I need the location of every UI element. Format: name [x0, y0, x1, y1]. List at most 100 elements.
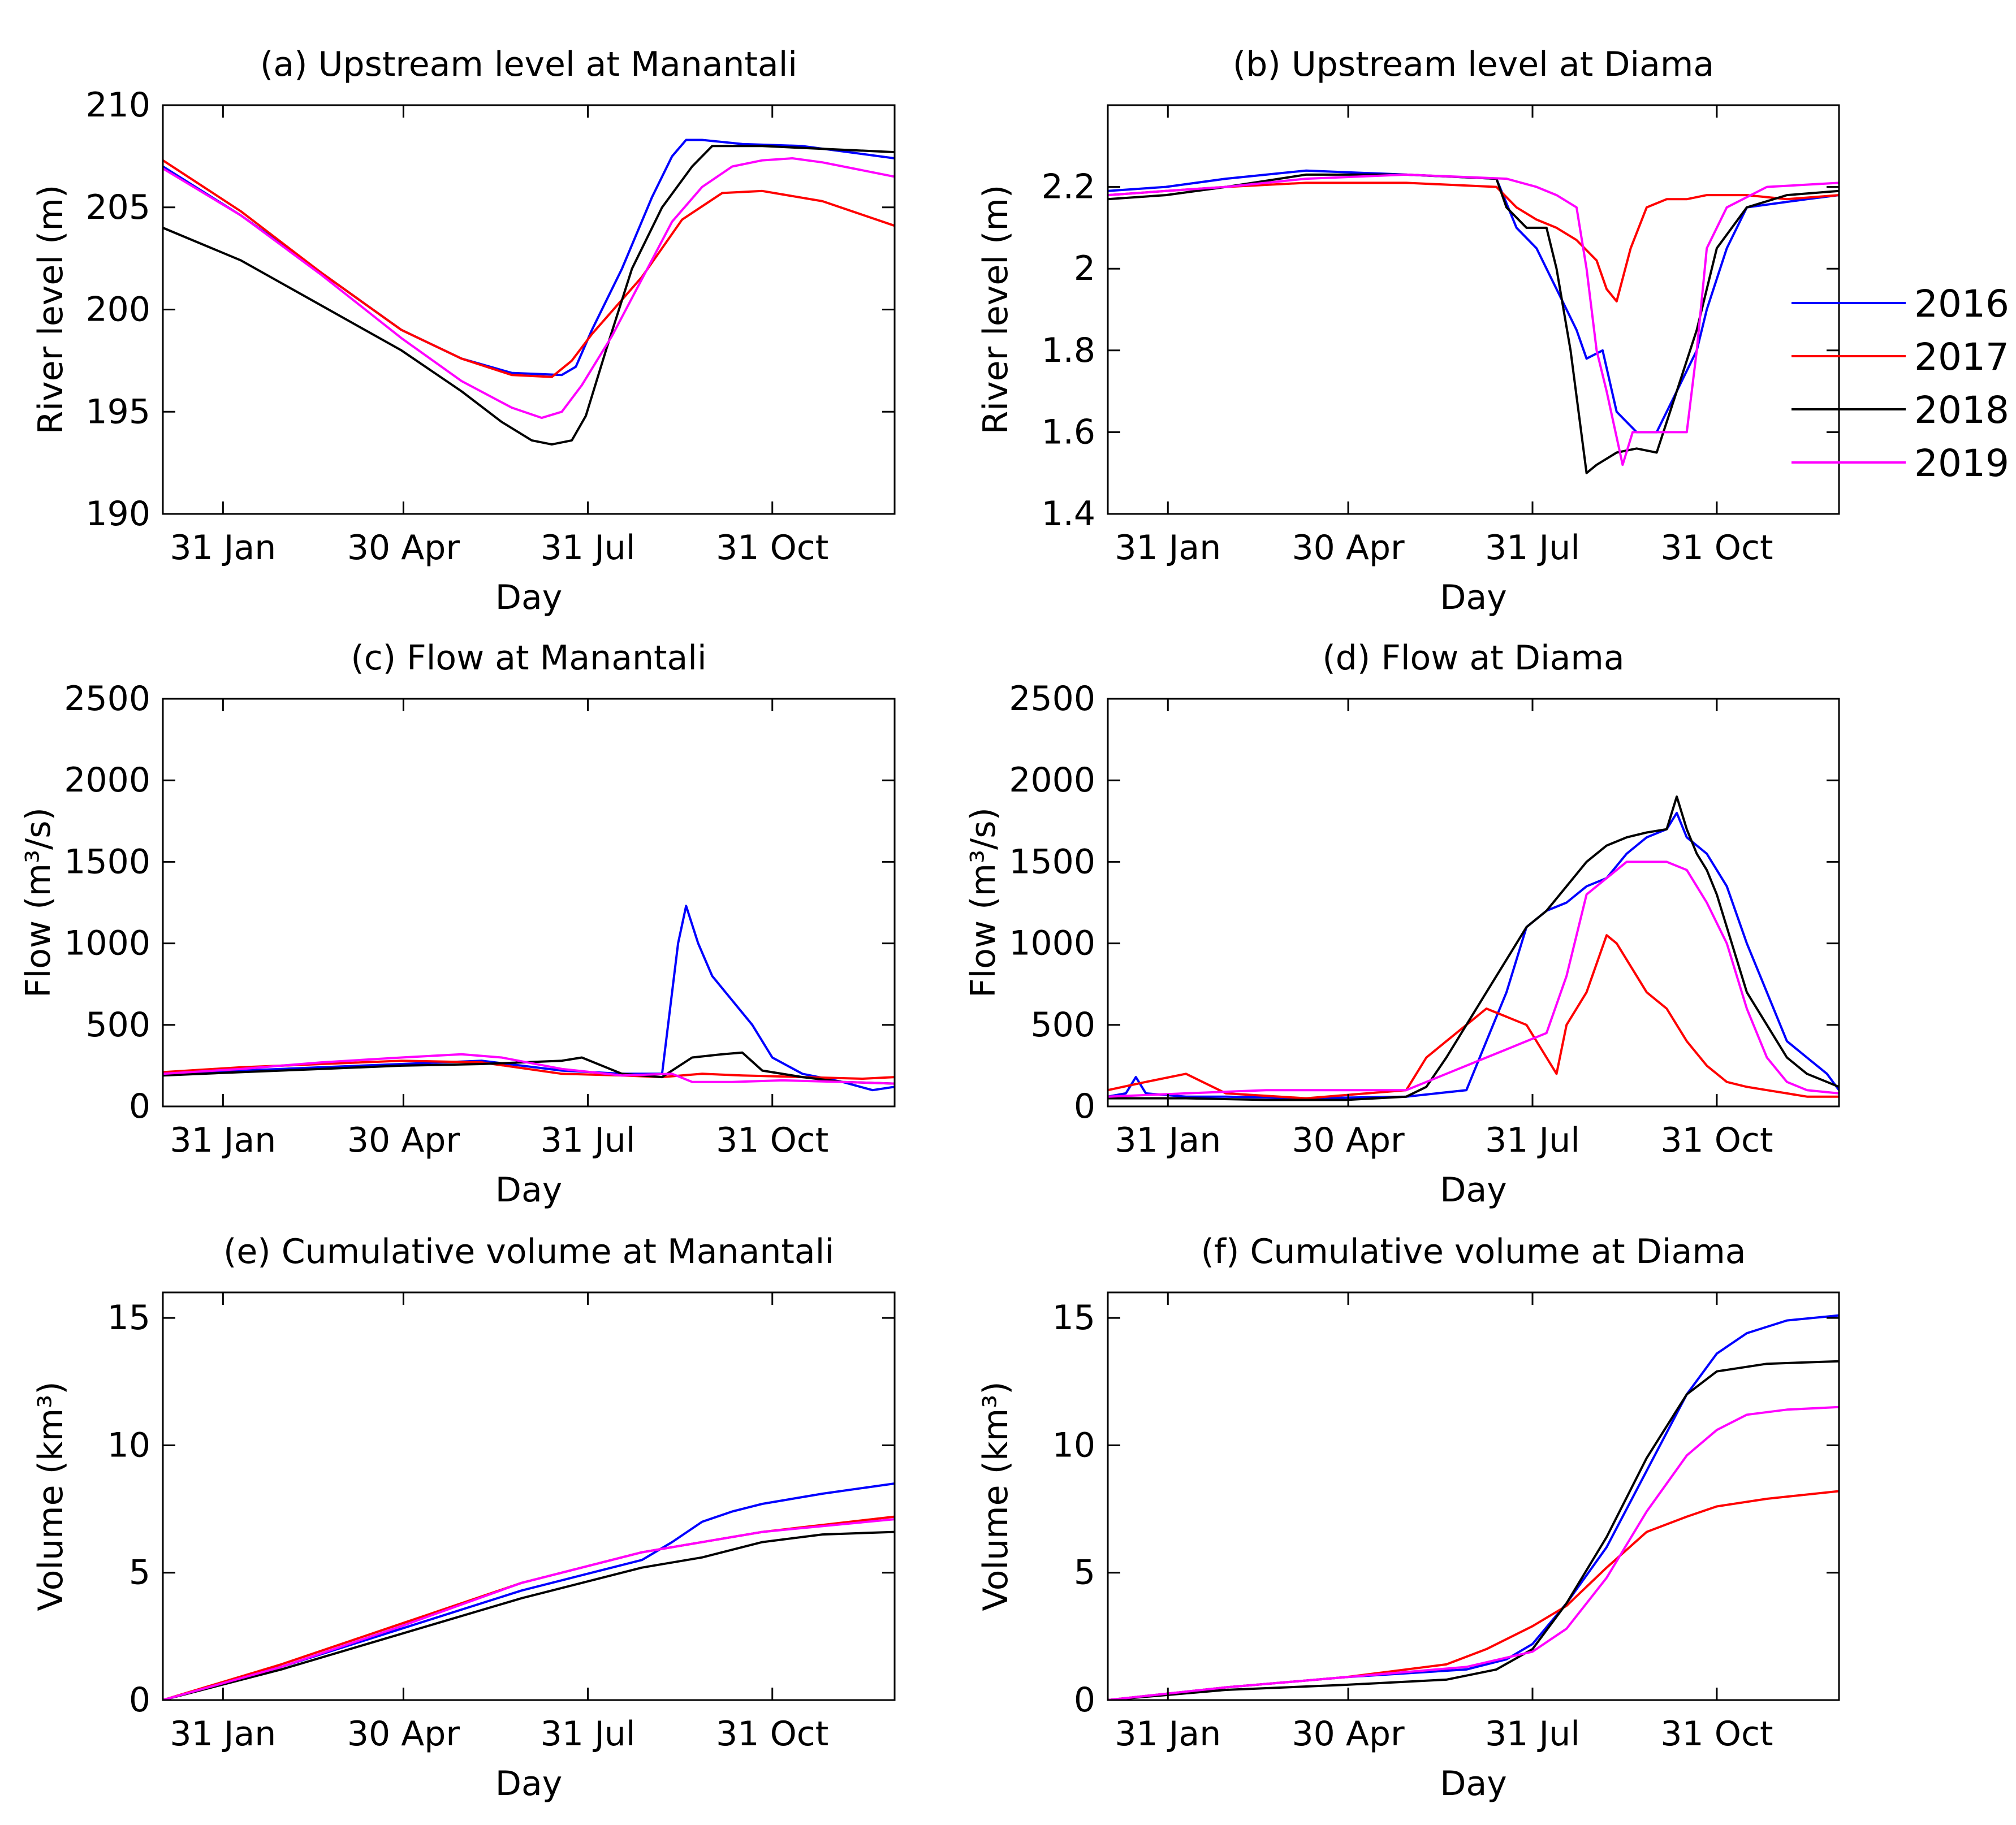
series-line-2017 [1108, 181, 1839, 302]
x-tick-label: 31 Oct [1660, 528, 1773, 568]
series-line-2018 [163, 145, 895, 446]
y-axis-label: River level (m) [31, 185, 71, 435]
x-tick-label: 31 Jul [1485, 1121, 1580, 1160]
x-tick-label: 30 Apr [347, 1714, 460, 1754]
series-group [1108, 169, 1839, 474]
series-line-2017 [163, 159, 895, 378]
x-tick-label: 31 Jan [170, 1714, 276, 1754]
x-tick-label: 31 Oct [716, 1121, 828, 1160]
chart-title: (f) Cumulative volume at Diama [1201, 1232, 1746, 1272]
series-group [163, 1482, 895, 1700]
y-tick-label: 210 [85, 85, 150, 125]
x-tick-label: 31 Jan [170, 1121, 276, 1160]
x-tick-label: 31 Jan [1115, 1714, 1221, 1754]
x-axis-label: Day [495, 1170, 562, 1210]
panel-f: 31 Jan 30 Apr 31 Jul 31 Oct 0 5 10 15 (f) Cumula… [976, 1232, 1840, 1804]
x-tick-label: 30 Apr [1292, 1121, 1405, 1160]
series-line-2018 [1108, 795, 1839, 1101]
series-line-2019 [163, 157, 895, 420]
series-line-2019 [1108, 173, 1839, 466]
panel-d: 31 Jan 30 Apr 31 Jul 31 Oct 0 500 1000 1500 2000… [964, 638, 1840, 1210]
series-line-2016 [163, 1482, 895, 1700]
series-line-2016 [1108, 1314, 1839, 1700]
x-tick-label: 30 Apr [1292, 528, 1405, 568]
x-tick-label: 31 Jan [1115, 1121, 1221, 1160]
y-tick-label: 0 [1074, 1087, 1095, 1126]
x-axis-label: Day [1440, 1170, 1506, 1210]
axes-frame [1107, 1291, 1840, 1701]
y-tick-label: 2000 [1009, 760, 1095, 800]
y-tick-label: 0 [129, 1087, 150, 1126]
x-tick-label: 30 Apr [1292, 1714, 1405, 1754]
axes-frame [162, 698, 896, 1108]
x-tick-label: 31 Jul [541, 1714, 636, 1754]
y-tick-label: 2500 [64, 679, 150, 719]
y-tick-label: 1000 [64, 924, 150, 963]
chart-title: (c) Flow at Manantali [351, 638, 706, 678]
y-tick-label: 2000 [64, 760, 150, 800]
y-tick-label: 500 [1030, 1005, 1095, 1045]
series-group [163, 905, 895, 1092]
series-line-2018 [1108, 173, 1839, 474]
y-tick-label: 2.2 [1042, 167, 1095, 207]
x-tick-label: 31 Oct [716, 1714, 828, 1754]
panel-c: 31 Jan 30 Apr 31 Jul 31 Oct 0 500 1000 1500 2000… [19, 638, 896, 1210]
y-tick-label: 1.4 [1042, 494, 1095, 534]
x-tick-label: 30 Apr [347, 528, 460, 568]
series-group [1108, 1314, 1839, 1700]
series-line-2019 [163, 1053, 895, 1085]
chart-title: (e) Cumulative volume at Manantali [223, 1232, 834, 1272]
y-tick-label: 1.8 [1042, 331, 1095, 370]
y-tick-label: 205 [85, 188, 150, 227]
x-tick-label: 31 Jan [170, 528, 276, 568]
panel-e: 31 Jan 30 Apr 31 Jul 31 Oct 0 5 10 15 (e) Cumula… [31, 1232, 896, 1804]
series-line-2018 [163, 1530, 895, 1700]
chart-title: (d) Flow at Diama [1322, 638, 1624, 678]
x-tick-label: 31 Jul [1485, 1714, 1580, 1754]
series-line-2017 [1108, 934, 1839, 1100]
x-tick-label: 31 Oct [716, 528, 828, 568]
y-axis-label: Flow (m³/s) [964, 807, 1003, 998]
legend-label-2017: 2017 [1914, 335, 2009, 379]
y-tick-label: 0 [1074, 1680, 1095, 1720]
y-tick-label: 10 [107, 1425, 150, 1465]
legend-label-2018: 2018 [1914, 388, 2009, 432]
axes-frame [1107, 104, 1840, 515]
y-tick-label: 1500 [1009, 842, 1095, 881]
y-tick-label: 2500 [1009, 679, 1095, 719]
x-tick-label: 30 Apr [347, 1121, 460, 1160]
series-group [163, 139, 895, 446]
y-axis-label: River level (m) [976, 185, 1016, 435]
legend-label-2016: 2016 [1914, 282, 2009, 326]
y-tick-label: 2 [1074, 249, 1095, 288]
y-tick-label: 1000 [1009, 924, 1095, 963]
y-tick-label: 195 [85, 392, 150, 431]
x-axis-label: Day [1440, 1764, 1506, 1804]
y-tick-label: 15 [107, 1298, 150, 1338]
y-tick-label: 1500 [64, 842, 150, 881]
series-line-2016 [1108, 169, 1839, 434]
series-line-2019 [163, 1518, 895, 1700]
x-axis-label: Day [495, 1764, 562, 1804]
y-tick-label: 200 [85, 290, 150, 330]
series-line-2019 [1108, 860, 1839, 1098]
series-line-2016 [1108, 811, 1839, 1100]
axes-frame [162, 104, 896, 515]
y-tick-label: 5 [129, 1553, 150, 1593]
x-axis-label: Day [495, 578, 562, 617]
y-tick-label: 15 [1052, 1298, 1095, 1338]
x-tick-label: 31 Jan [1115, 528, 1221, 568]
panel-a: 31 Jan 30 Apr 31 Jul 31 Oct 190 195 200 205 210 (… [31, 45, 896, 617]
axes-frame [1107, 698, 1840, 1108]
y-tick-label: 10 [1052, 1425, 1095, 1465]
x-tick-label: 31 Jul [541, 528, 636, 568]
series-line-2016 [163, 905, 895, 1092]
x-axis-label: Day [1440, 578, 1506, 617]
y-tick-label: 5 [1074, 1553, 1095, 1593]
legend-label-2019: 2019 [1914, 442, 2009, 485]
chart-title: (a) Upstream level at Manantali [260, 45, 797, 84]
y-axis-label: Volume (km³) [31, 1381, 71, 1611]
legend: 2016 2017 2018 2019 [1791, 282, 2009, 485]
panel-b: 31 Jan 30 Apr 31 Jul 31 Oct 1.4 1.6 1.8 2 2.2 (b)… [976, 45, 1840, 617]
